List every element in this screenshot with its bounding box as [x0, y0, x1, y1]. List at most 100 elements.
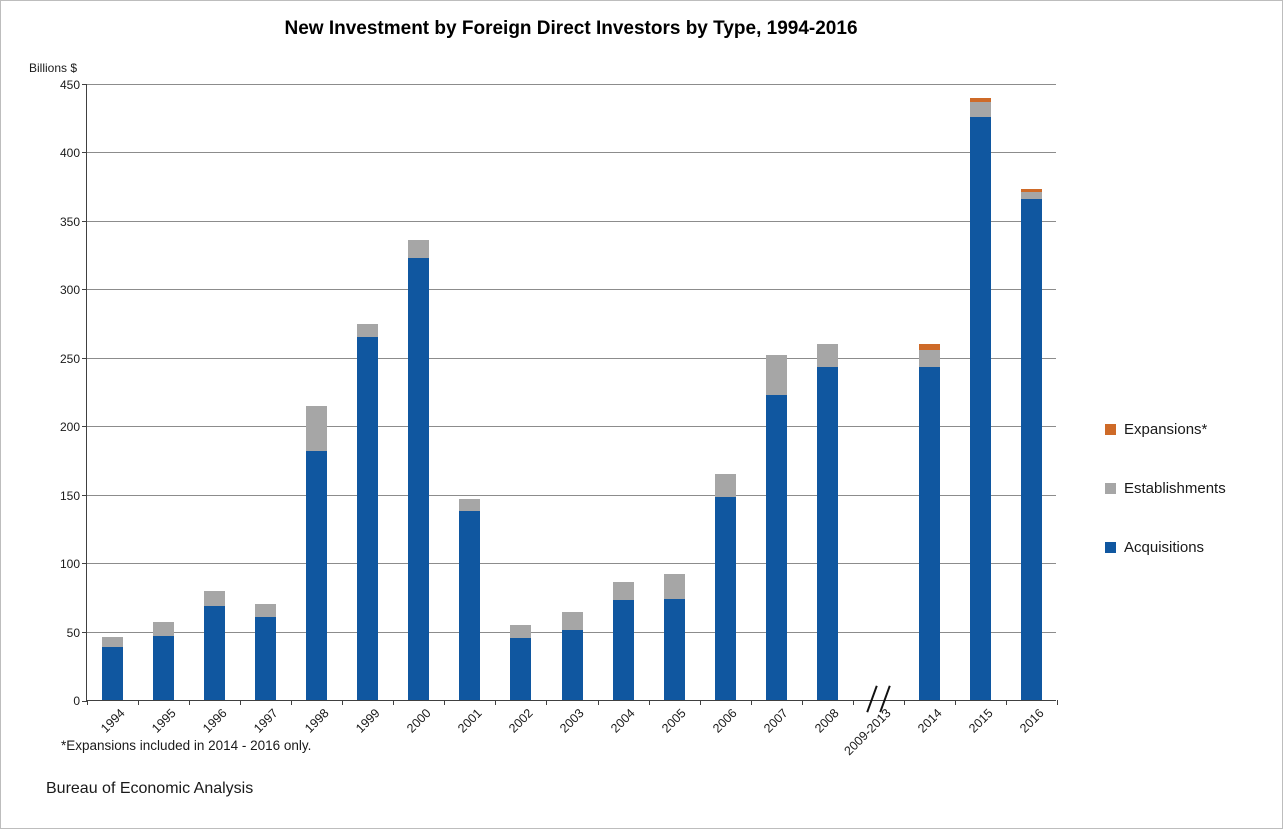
bar-segment-establishments-2000: [408, 240, 430, 258]
bar-segment-acquisitions-2014: [918, 367, 940, 700]
y-tick-label: 450: [59, 78, 80, 92]
y-tick-label: 150: [59, 488, 80, 503]
bar-segment-acquisitions-1994: [102, 646, 124, 700]
bar-segment-establishments-2007: [765, 355, 787, 395]
y-axis-tick: [82, 563, 87, 565]
bar-segment-acquisitions-2016: [1020, 199, 1042, 700]
bar-segment-establishments-1996: [204, 590, 226, 606]
source-attribution: Bureau of Economic Analysis: [46, 780, 254, 797]
x-category-label: 2006: [710, 706, 741, 736]
legend-label: Establishments: [1124, 480, 1226, 497]
legend: Expansions* Establishments Acquisitions: [1105, 421, 1226, 556]
y-tick-label: 350: [59, 214, 80, 229]
bar-segment-acquisitions-2005: [663, 598, 685, 700]
x-category-label: 2016: [1016, 706, 1047, 736]
bar-segment-establishments-2016: [1020, 192, 1042, 199]
bar-segment-establishments-1994: [102, 637, 124, 647]
y-axis-tick: [82, 494, 87, 496]
legend-swatch-icon: [1105, 424, 1116, 435]
x-axis-tick: [751, 700, 752, 705]
bar-segment-acquisitions-1998: [306, 450, 328, 700]
x-category-label: 2005: [659, 706, 690, 736]
x-category-label: 1997: [251, 706, 281, 736]
legend-label: Expansions*: [1124, 421, 1208, 438]
gridline-200: [87, 426, 1056, 428]
x-axis-tick: [240, 700, 241, 705]
bar-segment-establishments-2002: [510, 624, 532, 639]
legend-swatch-icon: [1105, 542, 1116, 553]
x-axis-tick: [802, 700, 803, 705]
x-axis-tick: [955, 700, 956, 705]
y-axis-tick: [82, 357, 87, 359]
bar-segment-establishments-2008: [816, 344, 838, 368]
x-axis-tick: [444, 700, 445, 705]
bar-segment-expansions-2014: [918, 344, 940, 350]
x-axis-tick: [546, 700, 547, 705]
bar-segment-establishments-2003: [561, 612, 583, 631]
bar-segment-acquisitions-1996: [204, 605, 226, 700]
x-axis-tick: [342, 700, 343, 705]
bar-segment-acquisitions-2000: [408, 257, 430, 700]
expansions-footnote: *Expansions included in 2014 - 2016 only…: [61, 738, 312, 753]
x-axis-tick: [393, 700, 394, 705]
y-axis-tick: [82, 701, 87, 702]
x-category-label: 1994: [97, 706, 128, 736]
bar-segment-establishments-2014: [918, 349, 940, 368]
bar-segment-establishments-2001: [459, 498, 481, 512]
bar-segment-acquisitions-2001: [459, 511, 481, 700]
bar-segment-acquisitions-2006: [714, 497, 736, 700]
bar-segment-acquisitions-2007: [765, 394, 787, 700]
x-axis-tick: [291, 700, 292, 705]
legend-item-expansions: Expansions*: [1105, 421, 1226, 438]
x-category-label: 2000: [404, 706, 434, 736]
legend-item-acquisitions: Acquisitions: [1105, 539, 1226, 556]
gridline-400: [87, 152, 1056, 154]
legend-swatch-icon: [1105, 483, 1116, 494]
x-category-label: 2003: [557, 706, 587, 736]
bar-segment-acquisitions-1997: [255, 616, 277, 700]
y-axis-tick: [82, 220, 87, 222]
bar-segment-acquisitions-2002: [510, 638, 532, 700]
y-tick-label: 100: [59, 557, 80, 572]
x-axis-tick: [189, 700, 190, 705]
gridline-250: [87, 357, 1056, 359]
x-category-label: 1995: [148, 706, 179, 736]
x-category-label: 2008: [812, 706, 843, 736]
x-axis-tick: [1057, 700, 1058, 705]
x-axis-tick: [138, 700, 139, 705]
gridline-300: [87, 289, 1056, 291]
bar-segment-establishments-2006: [714, 474, 736, 498]
x-category-label: 2001: [455, 706, 485, 736]
y-tick-label: 200: [59, 420, 80, 435]
gridline-450: [87, 84, 1056, 85]
x-category-label: 1996: [199, 706, 230, 736]
legend-label: Acquisitions: [1124, 539, 1205, 556]
chart-title: New Investment by Foreign Direct Investo…: [284, 18, 858, 39]
gridline-100: [87, 563, 1056, 565]
bar-segment-establishments-1995: [153, 621, 175, 636]
bar-segment-establishments-2005: [663, 574, 685, 599]
y-tick-label: 300: [59, 283, 80, 298]
bar-segment-expansions-2015: [969, 97, 991, 102]
x-axis-tick: [598, 700, 599, 705]
x-axis-tick: [853, 700, 854, 705]
bar-segment-establishments-2015: [969, 101, 991, 117]
bar-segment-establishments-1999: [357, 323, 379, 338]
bar-segment-establishments-1998: [306, 405, 328, 451]
x-category-label: 2007: [761, 706, 792, 736]
x-category-label: 1999: [353, 706, 383, 736]
bar-segment-acquisitions-2003: [561, 630, 583, 700]
y-axis-tick: [82, 152, 87, 154]
y-axis-tick: [82, 289, 87, 291]
x-axis-tick: [649, 700, 650, 705]
x-axis-tick: [700, 700, 701, 705]
plot-area: 0 50 100 150 200 250 300 350 400 450 1994 1995 1996 1…: [60, 78, 1058, 758]
bar-segment-acquisitions-2008: [816, 367, 838, 700]
x-category-label: 2009-2013: [841, 706, 894, 759]
x-category-label: 2002: [506, 706, 536, 736]
axis-break-mark: [866, 685, 879, 713]
x-category-label: 1998: [302, 706, 332, 736]
bar-segment-establishments-1997: [255, 604, 277, 617]
bar-segment-expansions-2016: [1020, 188, 1042, 193]
bar-segment-establishments-2004: [612, 582, 634, 601]
